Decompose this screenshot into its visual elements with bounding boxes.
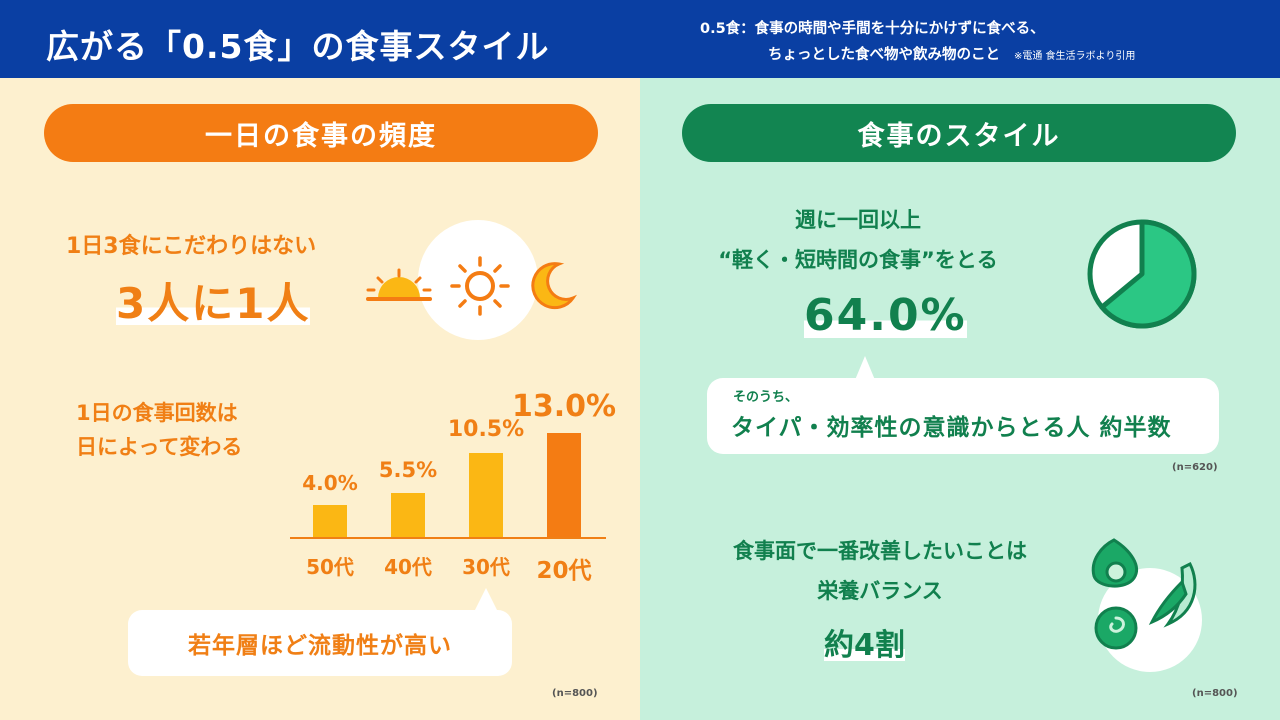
definition-line2: ちょっとした食べ物や飲み物のこと (768, 47, 1000, 63)
definition-line1: 0.5食：食事の時間や手間を十分にかけずに食べる、 (700, 21, 1045, 37)
bubble-big-text: タイパ・効率性の意識からとる人 約半数 (731, 415, 1172, 441)
bar-40代 (391, 493, 425, 537)
freq-label-line1: 1日の食事回数は (76, 401, 238, 425)
left-sample-size: (n=800) (552, 688, 598, 699)
page-title: 広がる「0.5食」の食事スタイル (46, 27, 550, 66)
bar-category-label: 50代 (306, 555, 354, 579)
freq-label-line2: 日によって変わる (76, 435, 243, 459)
bar-category-label: 30代 (462, 555, 510, 579)
header-bar: 広がる「0.5食」の食事スタイル 0.5食：食事の時間や手間を十分にかけずに食べ… (0, 0, 1280, 78)
bar-30代 (469, 453, 503, 537)
bar-category-label: 40代 (384, 555, 432, 579)
stat1-value: 3人に1人 (116, 279, 311, 328)
improve-line2: 栄養バランス (817, 579, 943, 603)
pie-slice (1099, 219, 1197, 329)
bar-value-label: 4.0% (302, 471, 358, 495)
sunrise-icon (366, 268, 432, 301)
bubble-small-text: そのうち、 (733, 390, 799, 405)
definition: 0.5食：食事の時間や手間を十分にかけずに食べる、 ちょっとした食べ物や飲み物の… (700, 16, 1135, 70)
avocado-icon (1091, 538, 1138, 588)
note-text: 若年層ほど流動性が高い (188, 633, 452, 659)
bar-value-label: 10.5% (447, 417, 525, 442)
note-bubble: 若年層ほど流動性が高い (128, 588, 512, 676)
bubble-sample-size: (n=620) (1172, 462, 1218, 473)
style-question-line1: 週に一回以上 (795, 208, 921, 232)
sun-icon (450, 256, 510, 316)
style-percentage: 64.0% (804, 290, 967, 341)
improve-value: 約4割 (824, 628, 905, 663)
improve-line1: 食事面で一番改善したいことは (733, 539, 1027, 563)
chart-baseline (290, 537, 606, 539)
bread-roll-icon (1094, 606, 1138, 650)
bar-value-label: 5.5% (378, 458, 438, 482)
pie-icon (1087, 219, 1197, 329)
stat1-subtitle: 1日3食にこだわりはない (66, 234, 317, 259)
style-bubble: そのうち、 タイパ・効率性の意識からとる人 約半数 (707, 356, 1219, 454)
section-title-frequency: 一日の食事の頻度 (44, 104, 598, 162)
right-sample-size: (n=800) (1192, 688, 1238, 699)
banana-icon (1148, 561, 1197, 628)
moon-icon (531, 262, 577, 310)
bar-category-label: 20代 (536, 558, 592, 584)
source-note: ※電通 食生活ラボより引用 (1014, 51, 1136, 62)
style-question-line2: “軽く・短時間の食事”をとる (718, 248, 998, 272)
bar-50代 (313, 505, 347, 537)
bar-value-label: 13.0% (511, 389, 617, 424)
bar-20代 (547, 433, 581, 537)
section-title-style: 食事のスタイル (682, 104, 1236, 162)
